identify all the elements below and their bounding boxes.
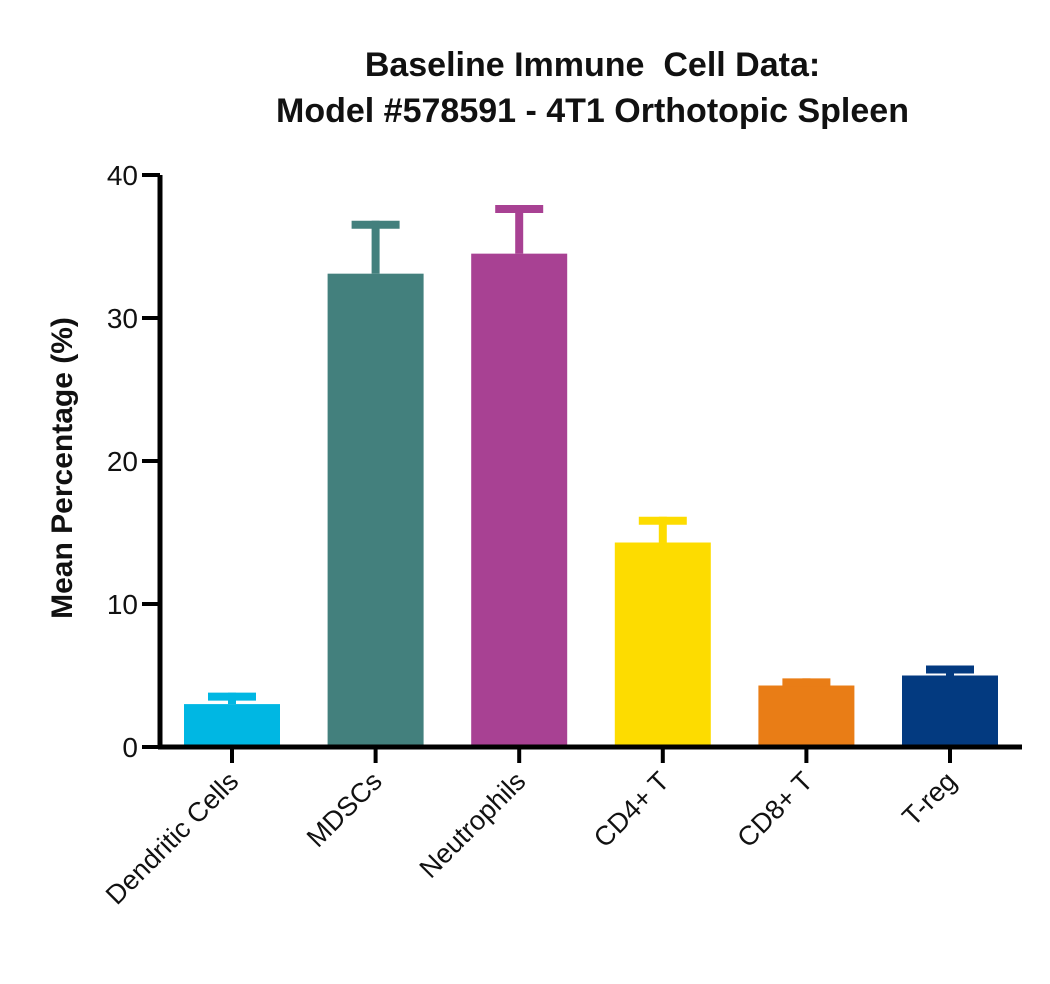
bar-5 <box>902 675 998 747</box>
bars-group <box>184 253 998 747</box>
y-axis: 0 10 20 30 40 <box>107 160 163 763</box>
y-axis-label: Mean Percentage (%) <box>46 317 79 619</box>
y-tick-label-0: 0 <box>122 732 138 763</box>
x-tick-label-3: CD4+ T <box>588 766 675 853</box>
x-tick-label-1: MDSCs <box>301 766 388 853</box>
bar-1 <box>327 273 424 747</box>
y-tick-label-2: 20 <box>107 446 138 477</box>
chart-title-line-2: Model #578591 - 4T1 Orthotopic Spleen <box>276 92 909 130</box>
error-bars-group <box>208 205 974 705</box>
bar-2 <box>471 253 568 747</box>
chart-title: Baseline Immune Cell Data: Model #578591… <box>0 42 1050 134</box>
x-axis: Dendritic Cells MDSCs Neutrophils CD4+ T CD8… <box>100 744 1022 910</box>
x-tick-label-0: Dendritic Cells <box>100 766 244 910</box>
chart-title-line-1: Baseline Immune Cell Data: <box>364 46 821 84</box>
x-tick-label-5: T-reg <box>896 766 962 832</box>
x-tick-label-4: CD8+ T <box>731 766 818 853</box>
y-tick-label-1: 10 <box>107 589 138 620</box>
y-tick-label-4: 40 <box>107 160 138 191</box>
x-tick-label-2: Neutrophils <box>414 766 532 884</box>
bar-4 <box>758 685 855 747</box>
bar-3 <box>614 542 711 747</box>
y-tick-label-3: 30 <box>107 303 138 334</box>
bar-0 <box>184 704 280 747</box>
